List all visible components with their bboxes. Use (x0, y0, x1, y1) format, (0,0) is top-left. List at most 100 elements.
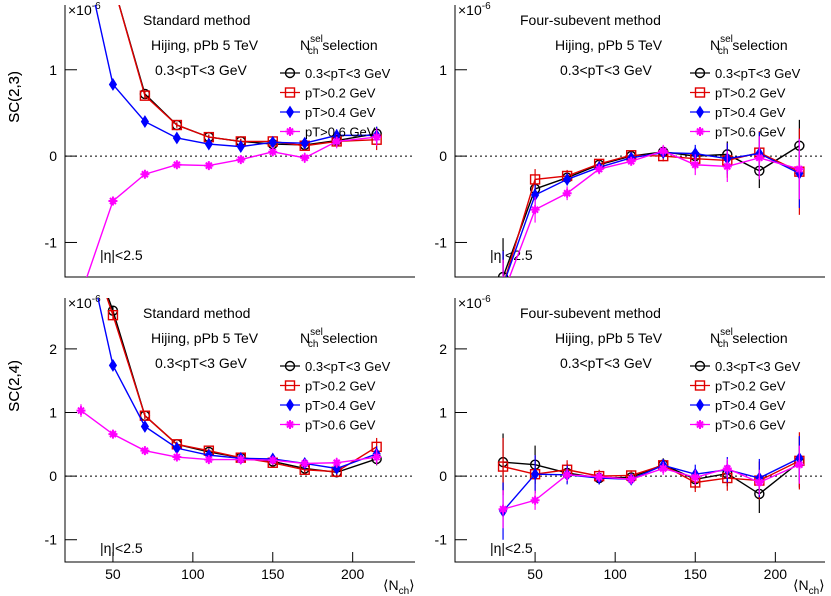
x-tick-label: 50 (527, 566, 543, 582)
y-tick-label: 1 (439, 405, 447, 421)
marker (754, 153, 764, 163)
legend-item: 0.3<pT<3 GeV (690, 66, 801, 81)
legend-title: Nsel ch selection (300, 327, 378, 350)
plot-area (76, 217, 382, 478)
legend-item: pT>0.6 GeV (690, 418, 786, 433)
series-line (505, 151, 800, 277)
y-tick-label: -1 (435, 234, 448, 250)
marker (108, 196, 118, 206)
marker (690, 160, 700, 170)
marker (530, 495, 540, 505)
y-tick-label: 0 (49, 468, 57, 484)
multiplier-exp: -6 (482, 294, 491, 305)
legend-label: 0.3<pT<3 GeV (715, 359, 801, 374)
annotation: 0.3<pT<3 GeV (155, 62, 248, 78)
marker (626, 474, 636, 484)
legend-title: Nsel ch selection (710, 327, 788, 350)
multiplier-base: ×10 (68, 2, 92, 18)
y-tick-label: -1 (435, 532, 448, 548)
annotation: |η|<2.5 (100, 540, 143, 556)
subtitle: Hijing, pPb 5 TeV (555, 330, 663, 346)
x-tick-label: 50 (105, 566, 121, 582)
x-axis-label: ⟨Nch⟩ (383, 577, 415, 596)
xlabel-sub: ch (399, 586, 410, 596)
legend-label: pT>0.6 GeV (305, 418, 376, 433)
x-tick-label: 150 (684, 566, 708, 582)
y-multiplier: ×10-6 (458, 1, 491, 18)
legend-label: 0.3<pT<3 GeV (305, 66, 391, 81)
marker (285, 127, 295, 136)
legend-item: pT>0.4 GeV (690, 105, 786, 120)
legend-title-base: N (710, 37, 720, 53)
series-line (86, 136, 377, 277)
xlabel-base: ⟨N (383, 577, 399, 593)
marker (722, 161, 732, 171)
legend-title-base: N (300, 37, 310, 53)
legend-label: pT>0.2 GeV (715, 86, 786, 101)
legend-title-rest: selection (318, 330, 377, 346)
legend-label: pT>0.4 GeV (715, 105, 786, 120)
marker (794, 164, 804, 174)
multiplier-base: ×10 (68, 295, 92, 311)
multiplier-exp: -6 (482, 1, 491, 12)
annotation: 0.3<pT<3 GeV (560, 355, 653, 371)
marker (372, 132, 382, 142)
annotation: 0.3<pT<3 GeV (155, 355, 248, 371)
multiplier-exp: -6 (92, 1, 101, 12)
marker (300, 136, 309, 150)
marker (172, 160, 182, 170)
marker (722, 463, 732, 473)
legend-title-sup: sel (720, 34, 733, 45)
subtitle: Hijing, pPb 5 TeV (151, 37, 259, 53)
subtitle: Hijing, pPb 5 TeV (151, 330, 259, 346)
marker (108, 429, 118, 439)
marker (694, 87, 706, 98)
y-axis-label: SC(2,4) (6, 360, 23, 412)
marker (236, 455, 246, 465)
legend-label: pT>0.2 GeV (305, 379, 376, 394)
y-tick-label: 2 (439, 341, 447, 357)
series-line (502, 460, 800, 484)
marker (140, 115, 150, 129)
legend-title-rest: selection (728, 37, 787, 53)
series-line (118, 5, 377, 147)
marker (284, 67, 296, 79)
y-tick-label: 0 (439, 148, 447, 164)
legend-item: pT>0.4 GeV (690, 398, 786, 413)
xlabel-end: ⟩ (409, 577, 414, 593)
x-tick-label: 150 (261, 566, 285, 582)
marker (284, 380, 296, 391)
marker (754, 477, 764, 487)
marker (236, 140, 245, 154)
marker (658, 146, 668, 156)
legend-item: pT>0.6 GeV (280, 418, 376, 433)
marker (107, 309, 119, 321)
legend-title-sup: sel (310, 327, 323, 338)
legend-title-base: N (300, 330, 310, 346)
plot-area (497, 119, 805, 277)
y-tick-label: -1 (45, 234, 58, 250)
marker (76, 217, 85, 226)
legend-title-sub: ch (308, 339, 319, 350)
marker (204, 137, 213, 151)
legend-label: 0.3<pT<3 GeV (715, 66, 801, 81)
marker (530, 467, 540, 481)
legend-label: pT>0.6 GeV (305, 125, 376, 140)
legend-label: pT>0.2 GeV (305, 86, 376, 101)
subtitle: Hijing, pPb 5 TeV (555, 37, 663, 53)
legend-item: pT>0.6 GeV (690, 125, 786, 140)
series-line (508, 150, 800, 277)
axes (64, 5, 415, 278)
legend-title-base: N (710, 330, 720, 346)
marker (594, 472, 604, 482)
xlabel-base: ⟨N (793, 577, 809, 593)
y-axis-label: SC(2,4) (6, 360, 23, 412)
marker (171, 119, 183, 131)
legend-item: pT>0.2 GeV (690, 86, 786, 101)
xlabel-sub: ch (809, 586, 820, 596)
y-multiplier: ×10-6 (68, 294, 101, 311)
multiplier-exp: -6 (92, 294, 101, 305)
marker (690, 472, 700, 482)
y-axis-label: SC(2,3) (6, 71, 23, 123)
y-multiplier: ×10-6 (68, 1, 101, 18)
